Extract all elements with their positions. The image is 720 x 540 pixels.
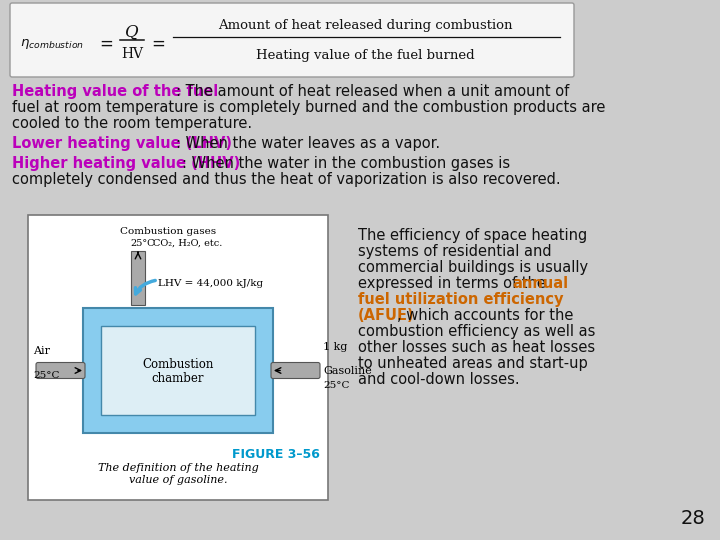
FancyBboxPatch shape <box>101 326 255 415</box>
FancyBboxPatch shape <box>271 362 320 379</box>
Text: 25°C: 25°C <box>131 239 156 248</box>
Text: cooled to the room temperature.: cooled to the room temperature. <box>12 116 252 131</box>
FancyBboxPatch shape <box>131 251 145 305</box>
Text: completely condensed and thus the heat of vaporization is also recovered.: completely condensed and thus the heat o… <box>12 172 561 187</box>
Text: , which accounts for the: , which accounts for the <box>397 308 574 323</box>
Text: Combustion: Combustion <box>143 358 214 371</box>
Text: The efficiency of space heating: The efficiency of space heating <box>358 228 588 243</box>
Text: HV: HV <box>121 47 143 61</box>
FancyBboxPatch shape <box>28 215 328 500</box>
Text: chamber: chamber <box>152 372 204 385</box>
Text: other losses such as heat losses: other losses such as heat losses <box>358 340 595 355</box>
Text: commercial buildings is usually: commercial buildings is usually <box>358 260 588 275</box>
Text: : When the water in the combustion gases is: : When the water in the combustion gases… <box>182 156 510 171</box>
Text: expressed in terms of the: expressed in terms of the <box>358 276 551 291</box>
Text: and cool-down losses.: and cool-down losses. <box>358 372 520 387</box>
Text: FIGURE 3–56: FIGURE 3–56 <box>232 448 320 461</box>
Text: Higher heating value (HHV): Higher heating value (HHV) <box>12 156 240 171</box>
Text: systems of residential and: systems of residential and <box>358 244 552 259</box>
Text: Combustion gases: Combustion gases <box>120 227 216 236</box>
Text: fuel utilization efficiency: fuel utilization efficiency <box>358 292 564 307</box>
Text: The definition of the heating: The definition of the heating <box>98 463 258 473</box>
Text: LHV = 44,000 kJ/kg: LHV = 44,000 kJ/kg <box>158 279 263 287</box>
Text: =: = <box>99 35 113 53</box>
Text: CO₂, H₂O, etc.: CO₂, H₂O, etc. <box>153 239 222 248</box>
Text: 28: 28 <box>680 509 705 528</box>
Text: 25°C: 25°C <box>323 381 349 389</box>
Text: : The amount of heat released when a unit amount of: : The amount of heat released when a uni… <box>176 84 569 99</box>
FancyBboxPatch shape <box>83 308 273 433</box>
Text: fuel at room temperature is completely burned and the combustion products are: fuel at room temperature is completely b… <box>12 100 606 115</box>
Text: to unheated areas and start-up: to unheated areas and start-up <box>358 356 588 371</box>
Text: (AFUE): (AFUE) <box>358 308 415 323</box>
Text: Amount of heat released during combustion: Amount of heat released during combustio… <box>217 19 512 32</box>
Text: 25°C: 25°C <box>33 372 60 381</box>
Text: Lower heating value (LHV): Lower heating value (LHV) <box>12 136 232 151</box>
FancyBboxPatch shape <box>10 3 574 77</box>
Text: Air: Air <box>33 347 50 356</box>
Text: =: = <box>151 35 165 53</box>
Text: combustion efficiency as well as: combustion efficiency as well as <box>358 324 595 339</box>
Text: Heating value of the fuel burned: Heating value of the fuel burned <box>256 50 474 63</box>
Text: value of gasoline.: value of gasoline. <box>129 475 228 485</box>
Text: Heating value of the fuel: Heating value of the fuel <box>12 84 218 99</box>
Text: Gasoline: Gasoline <box>323 367 372 376</box>
Text: 1 kg: 1 kg <box>323 342 347 353</box>
Text: : When the water leaves as a vapor.: : When the water leaves as a vapor. <box>176 136 440 151</box>
Text: annual: annual <box>513 276 569 291</box>
Text: $\eta_{combustion}$: $\eta_{combustion}$ <box>20 37 84 51</box>
Text: Q: Q <box>125 24 139 40</box>
FancyBboxPatch shape <box>36 362 85 379</box>
